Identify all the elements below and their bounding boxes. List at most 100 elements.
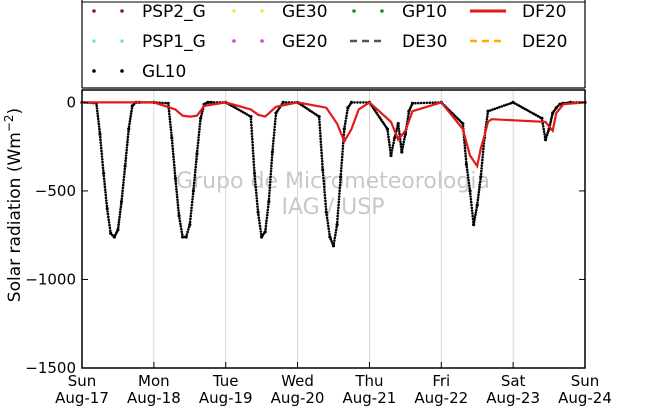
series-point-GL10: [253, 177, 257, 181]
series-point-GL10: [197, 136, 200, 139]
series-point-GL10: [269, 178, 272, 181]
data-point-GL10: [130, 104, 134, 108]
series-point-GL10: [332, 241, 336, 245]
series-point-GL10: [474, 213, 477, 217]
series-point-GL10: [168, 120, 172, 124]
series-point-GL10: [234, 106, 237, 110]
series-point-GL10: [399, 140, 402, 143]
legend-swatch: [120, 39, 124, 43]
series-point-GL10: [476, 196, 480, 199]
series-point-GL10: [323, 193, 327, 197]
series-point-GL10: [96, 109, 99, 113]
series-point-GL10: [128, 120, 132, 123]
series-point-GL10: [252, 154, 255, 158]
series-point-GL10: [386, 130, 390, 133]
series-point-GL10: [419, 101, 423, 105]
x-tick-label-day: Sat: [501, 372, 526, 390]
series-point-GL10: [179, 225, 183, 228]
series-point-GL10: [199, 119, 202, 123]
series-point-GL10: [480, 167, 483, 170]
data-point-GL10: [472, 223, 476, 227]
series-line-DF20: [82, 101, 586, 169]
series-point-GL10: [463, 146, 467, 150]
data-point-GL10: [331, 244, 336, 248]
series-point-GL10: [319, 132, 322, 135]
series-point-GL10: [192, 184, 196, 187]
series-point-GL10: [195, 155, 198, 158]
series-DF20: [82, 101, 586, 169]
series-point-GL10: [245, 113, 249, 116]
series-point-GL10: [124, 159, 127, 163]
series-point-GL10: [127, 130, 130, 133]
series-point-GL10: [342, 133, 346, 136]
series-point-GL10: [479, 172, 483, 176]
legend-swatch: [260, 39, 264, 43]
series-point-GL10: [338, 192, 341, 195]
data-point-GL10: [400, 150, 404, 154]
legend-label: GL10: [142, 62, 186, 82]
legend-item-PSP2_G: PSP2_G: [92, 2, 206, 22]
legend-label: GE20: [282, 32, 328, 52]
legend-label: DE30: [402, 32, 447, 52]
series-point-GL10: [271, 145, 275, 148]
series-point-GL10: [269, 172, 273, 176]
legend-item-DE30: DE30: [350, 32, 447, 52]
series-point-GL10: [169, 128, 173, 132]
series-point-GL10: [173, 174, 177, 178]
legend-item-PSP1_G: PSP1_G: [92, 32, 206, 52]
series-point-GL10: [118, 210, 122, 214]
series-point-GL10: [256, 208, 260, 211]
series-point-GL10: [174, 179, 177, 183]
series-point-GL10: [129, 114, 132, 118]
data-point-GL10: [267, 200, 271, 204]
series-point-GL10: [124, 162, 127, 165]
series-point-GL10: [103, 185, 107, 189]
series-point-GL10: [258, 221, 261, 225]
series-point-GL10: [265, 216, 269, 220]
legend-item-GL10: GL10: [92, 62, 186, 82]
legend-label: PSP1_G: [142, 32, 206, 52]
series-point-GL10: [259, 230, 263, 233]
legend-swatch: [232, 9, 236, 13]
series-point-GL10: [250, 135, 254, 138]
x-tick-label-day: Fri: [432, 372, 450, 390]
series-point-GL10: [268, 186, 272, 190]
series-point-GL10: [105, 201, 108, 205]
series-point-GL10: [467, 179, 470, 182]
series-point-GL10: [174, 182, 178, 186]
data-point-GL10: [191, 189, 195, 193]
y-tick-label: −1000: [25, 270, 76, 288]
series-point-GL10: [482, 144, 485, 148]
series-point-GL10: [414, 101, 417, 105]
data-point-GL10: [206, 100, 210, 104]
legend-label: DE20: [522, 32, 567, 52]
y-axis-label-close: ): [5, 108, 25, 115]
x-tick-label-date: Aug-20: [271, 389, 325, 407]
series-point-GL10: [320, 157, 324, 160]
y-tick-label: −500: [35, 182, 76, 200]
series-point-GL10: [186, 230, 189, 234]
series-point-GL10: [521, 106, 524, 109]
series-point-GL10: [128, 122, 131, 126]
data-point-GL10: [558, 102, 562, 106]
series-point-GL10: [343, 122, 347, 125]
series-point-GL10: [122, 175, 126, 179]
legend-label: GE30: [282, 2, 328, 22]
series-point-GL10: [170, 131, 173, 134]
series-point-GL10: [318, 126, 322, 129]
legend-item-GP10: GP10: [352, 2, 447, 22]
legend-label: GP10: [402, 2, 447, 22]
series-point-GL10: [345, 111, 349, 115]
series-point-GL10: [175, 190, 178, 194]
series-point-GL10: [178, 217, 181, 220]
data-point-GL10: [461, 122, 465, 126]
series-point-GL10: [212, 101, 216, 104]
series-point-GL10: [191, 198, 194, 201]
series-point-GL10: [485, 117, 489, 121]
series-point-GL10: [534, 113, 538, 117]
series-point-GL10: [95, 104, 98, 108]
watermark: Grupo de Micrometeorologia IAG / USP: [176, 169, 490, 220]
series-point-GL10: [192, 181, 196, 185]
series-point-GL10: [171, 141, 174, 145]
series-point-GL10: [175, 195, 179, 199]
